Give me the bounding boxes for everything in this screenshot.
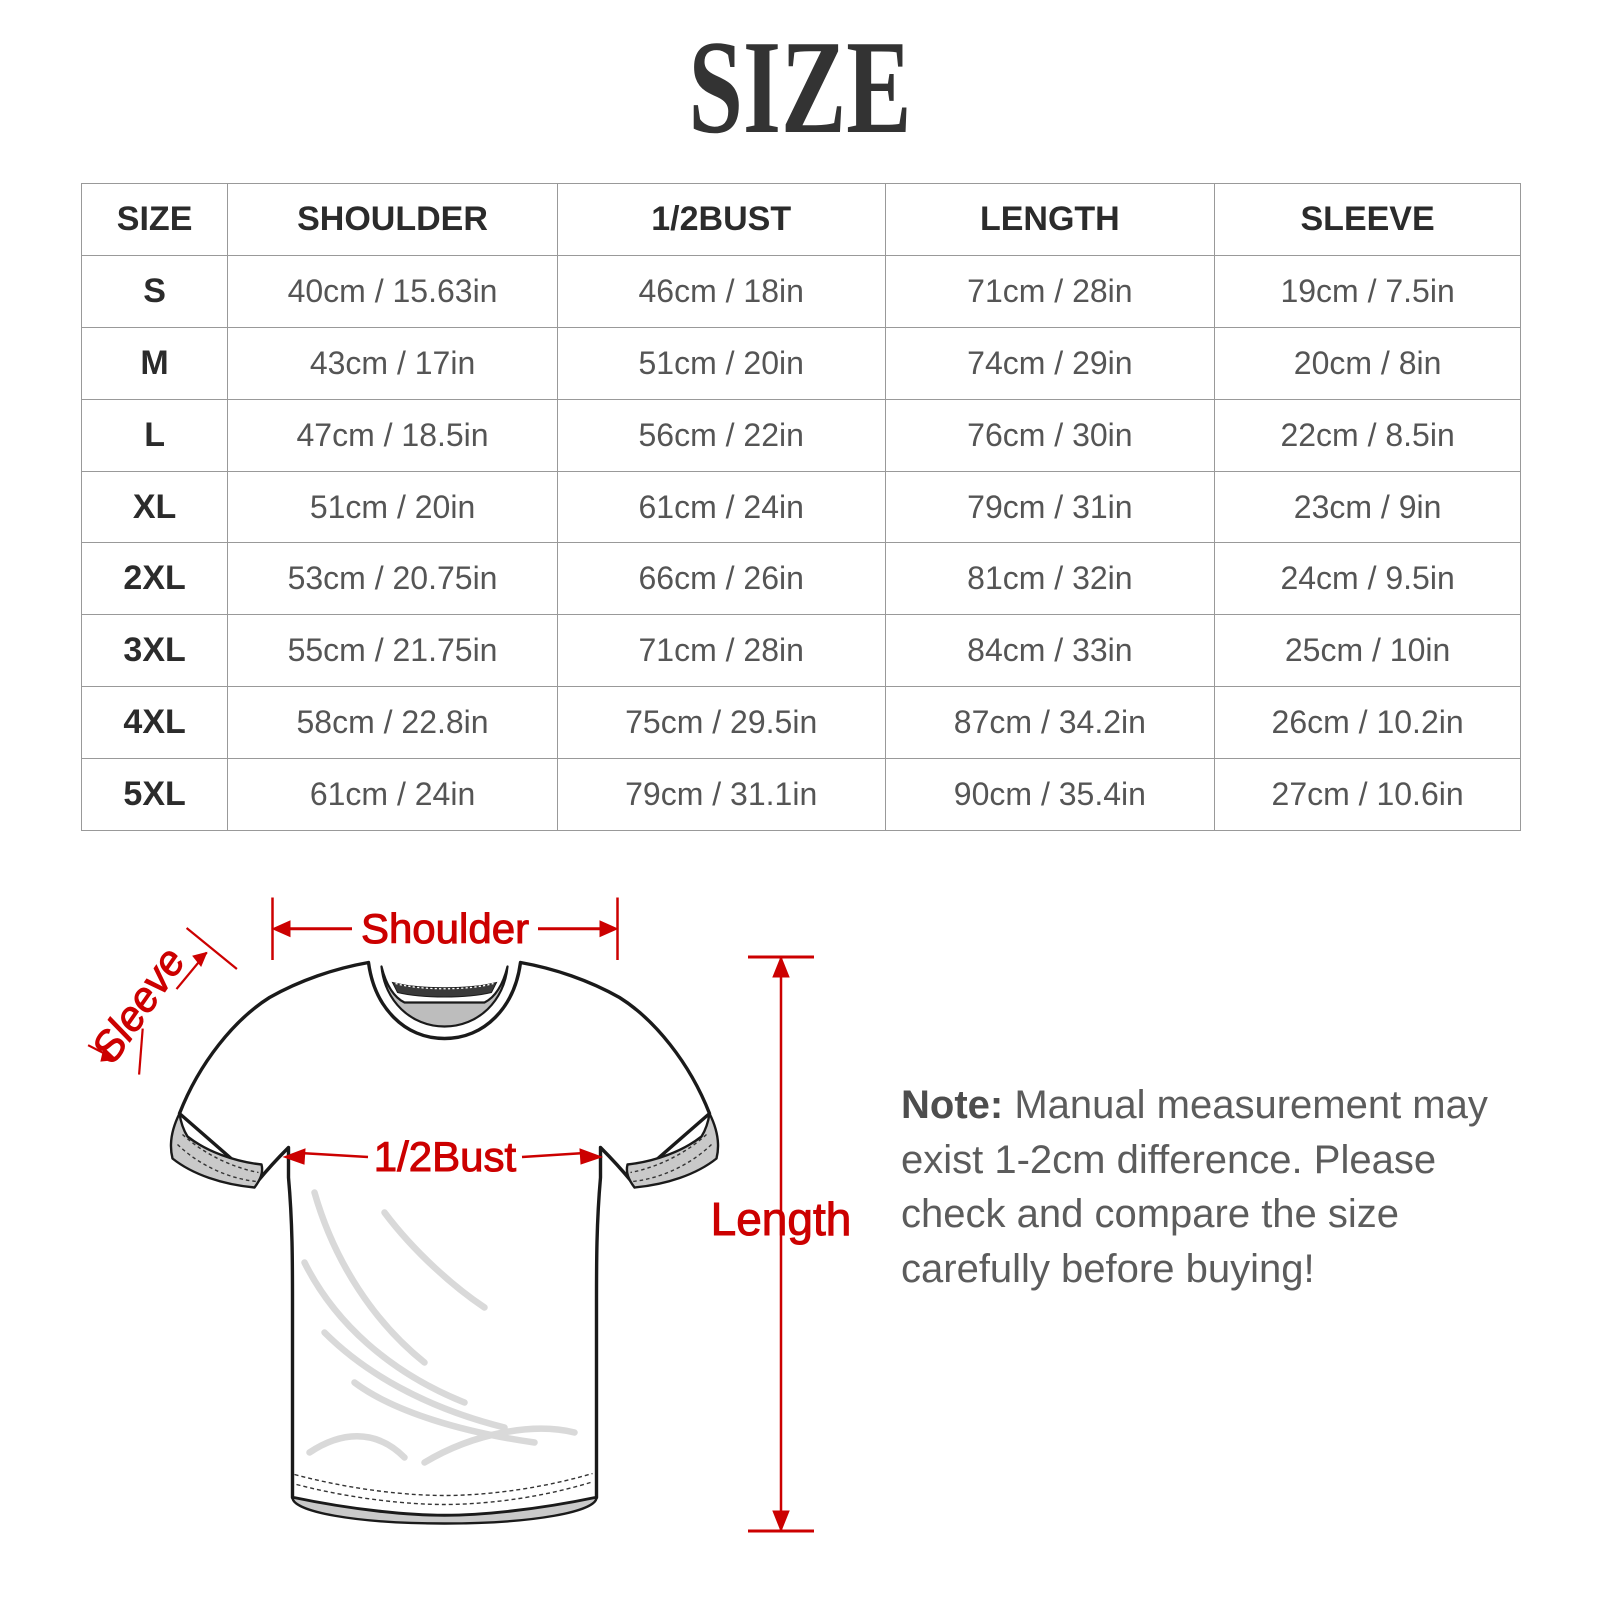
svg-text:Shoulder: Shoulder xyxy=(361,905,529,952)
svg-text:1/2Bust: 1/2Bust xyxy=(374,1133,517,1180)
svg-text:Sleeve: Sleeve xyxy=(82,939,194,1071)
svg-text:Length: Length xyxy=(711,1193,852,1245)
